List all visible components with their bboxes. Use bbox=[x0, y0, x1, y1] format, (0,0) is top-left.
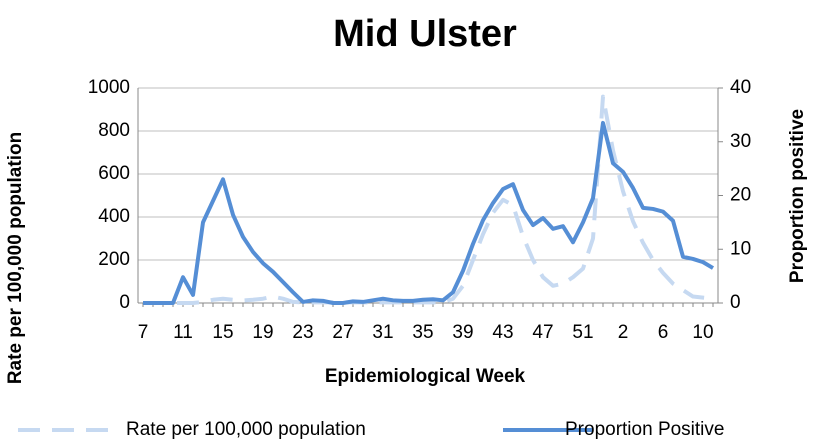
y-tick-label: 0 bbox=[119, 292, 130, 313]
y-tick-label: 400 bbox=[98, 206, 130, 227]
x-tick-label: 27 bbox=[332, 322, 353, 343]
y-tick-label: 200 bbox=[98, 249, 130, 270]
y2-tick-label: 40 bbox=[730, 77, 751, 98]
x-tick-label: 10 bbox=[692, 322, 713, 343]
x-tick-label: 35 bbox=[412, 322, 433, 343]
y2-tick-label: 0 bbox=[730, 292, 741, 313]
x-tick-label: 43 bbox=[492, 322, 513, 343]
x-tick-label: 2 bbox=[618, 322, 629, 343]
chart-title: Mid Ulster bbox=[333, 13, 517, 55]
y-tick-label: 800 bbox=[98, 120, 130, 141]
y2-tick-label: 30 bbox=[730, 131, 751, 152]
y-tick-label: 600 bbox=[98, 163, 130, 184]
y2-axis-title: Proportion positive bbox=[787, 109, 808, 283]
y2-tick-label: 20 bbox=[730, 185, 751, 206]
x-tick-label: 47 bbox=[532, 322, 553, 343]
x-tick-label: 39 bbox=[452, 322, 473, 343]
legend-label: Proportion Positive bbox=[565, 419, 724, 440]
x-tick-label: 31 bbox=[372, 322, 393, 343]
legend-label: Rate per 100,000 population bbox=[126, 419, 366, 440]
y-tick-label: 1000 bbox=[88, 77, 130, 98]
y2-tick-label: 10 bbox=[730, 238, 751, 259]
x-tick-label: 19 bbox=[252, 322, 273, 343]
line-series bbox=[143, 120, 715, 305]
x-tick-label: 15 bbox=[212, 322, 233, 343]
x-tick-label: 11 bbox=[173, 322, 193, 343]
x-axis-title: Epidemiological Week bbox=[325, 366, 526, 387]
line-series bbox=[143, 94, 714, 305]
x-tick-label: 23 bbox=[292, 322, 313, 343]
x-tick-label: 7 bbox=[138, 322, 149, 343]
x-tick-label: 51 bbox=[572, 322, 593, 343]
x-tick-label: 6 bbox=[658, 322, 669, 343]
y-axis-title: Rate per 100,000 population bbox=[5, 132, 26, 384]
